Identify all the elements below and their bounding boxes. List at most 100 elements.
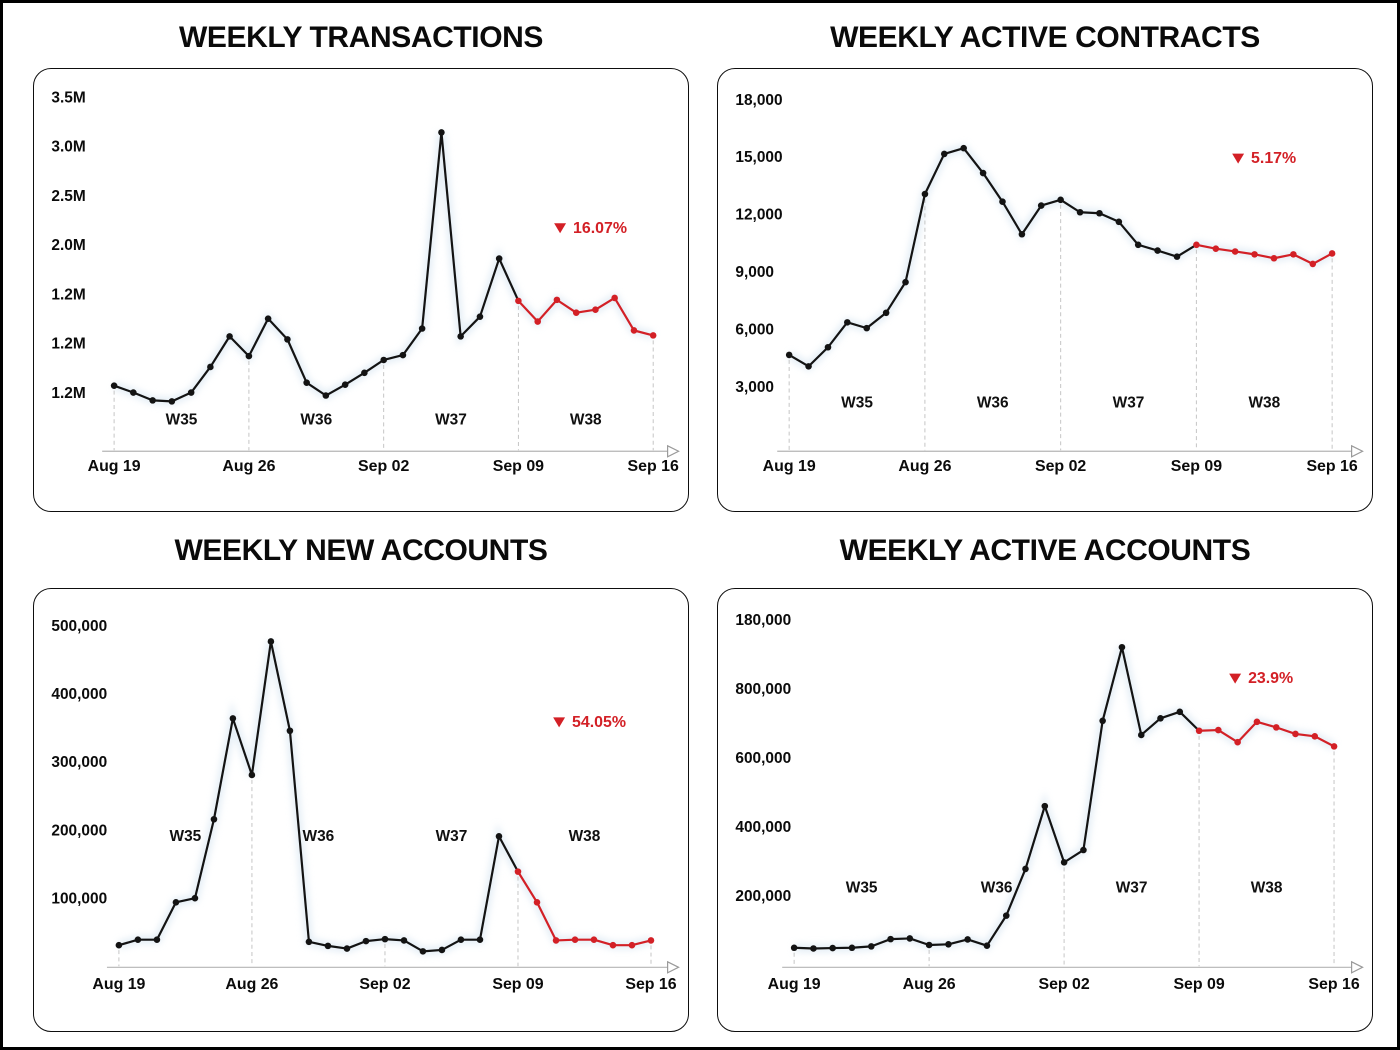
data-point [303,379,310,386]
x-tick-label: Sep 09 [492,976,543,993]
data-point [829,944,836,952]
y-tick-label: 1.2M [51,336,85,353]
week-label: W38 [1248,394,1280,411]
data-point [1193,241,1200,249]
axis-arrow-icon [667,960,680,974]
change-down-triangle-icon [553,717,566,728]
series-line-latest-week [517,296,654,337]
chart-canvas-weekly-active-accounts[interactable]: 180,000 800,000 600,000 400,000 200,000 Aug 1… [718,589,1372,1031]
data-point [649,332,657,339]
data-point [1037,202,1045,209]
week-label: W35 [846,880,878,897]
data-point [419,948,427,955]
y-tick-label: 300,000 [51,754,107,771]
data-point [571,936,579,943]
data-point [115,941,123,949]
y-tick-label: 400,000 [735,819,791,836]
series-line-main [118,640,519,953]
data-point [168,398,176,405]
data-point [1060,859,1068,866]
y-tick-label: 3.0M [51,139,85,156]
data-point [457,936,465,943]
data-point [172,898,180,906]
axis-arrow-icon [667,444,680,458]
data-point [902,278,909,286]
series-line-main [113,131,520,403]
data-point [1270,254,1278,262]
data-point [226,333,233,340]
x-tick-label: Sep 02 [359,976,410,993]
data-point [362,937,370,945]
data-point [187,389,195,396]
data-point [1018,230,1026,238]
data-point [191,894,199,902]
data-point [1253,718,1261,726]
data-point [979,169,987,177]
data-point [248,771,256,779]
data-point [1115,218,1123,226]
chart-canvas-weekly-transactions[interactable]: 3.5M 3.0M 2.5M 2.0M 1.2M 1.2M 1.2M Aug 19 Aug 26… [34,69,688,511]
week-label: W36 [300,411,332,428]
week-label: W38 [1251,880,1283,897]
data-point [149,397,156,404]
data-point [229,715,237,722]
y-tick-label: 2.0M [51,237,85,254]
chart-canvas-weekly-active-contracts[interactable]: 18,000 15,000 12,000 9,000 6,000 3,000 Aug 19 A… [718,69,1372,511]
x-tick-label: Sep 16 [625,976,676,993]
change-percent: 23.9% [1248,670,1293,687]
data-point [592,306,599,313]
data-point [1330,743,1338,750]
data-point [515,297,522,305]
x-tick-label: Sep 16 [1306,458,1357,475]
y-tick-label: 1.2M [51,385,85,402]
data-point [1076,208,1084,216]
chart-card-weekly-active-contracts: 18,000 15,000 12,000 9,000 6,000 3,000 Aug 19 A… [717,68,1373,512]
data-point [848,944,856,952]
chart-canvas-weekly-new-accounts[interactable]: 500,000 400,000 300,000 200,000 100,000 Aug 1… [34,589,688,1031]
y-tick-label: 6,000 [735,322,774,339]
week-label: W35 [166,411,198,428]
x-tick-label: Aug 26 [222,458,275,475]
data-point [1195,727,1203,735]
data-point [882,309,890,317]
x-tick-label: Aug 19 [92,976,145,993]
data-point [1234,738,1241,746]
x-tick-label: Aug 19 [88,458,141,475]
data-point [134,936,142,943]
x-tick-label: Sep 09 [1173,976,1224,993]
y-tick-label: 2.5M [51,188,85,205]
data-point [940,150,948,158]
week-label: W35 [841,394,873,411]
data-point [438,946,446,954]
data-point [1154,247,1161,254]
data-point [245,352,253,360]
data-point [1311,733,1319,740]
data-point [533,898,541,906]
week-label: W37 [1113,394,1145,411]
x-tick-label: Sep 09 [493,458,544,475]
week-label: W36 [303,828,335,845]
data-point [1096,209,1103,217]
data-point [868,943,875,950]
chart-title-weekly-transactions: WEEKLY TRANSACTIONS [178,21,544,54]
x-tick-label: Aug 26 [903,976,956,993]
y-tick-label: 3,000 [735,379,774,396]
data-point [964,936,971,943]
data-point [1022,865,1029,873]
x-tick-label: Aug 19 [768,976,821,993]
x-tick-label: Sep 16 [1308,976,1359,993]
data-point [380,356,387,364]
data-point [999,198,1006,205]
data-point [945,941,952,948]
data-point [476,313,484,320]
axis-arrow-icon [1351,444,1364,458]
data-point [324,942,332,950]
data-point [630,327,638,334]
week-label: W36 [977,394,1009,411]
data-point [790,944,798,952]
data-point [1309,260,1317,268]
data-point [361,369,368,377]
data-point [1272,724,1280,731]
y-tick-label: 9,000 [735,264,774,281]
data-point [1176,708,1184,716]
